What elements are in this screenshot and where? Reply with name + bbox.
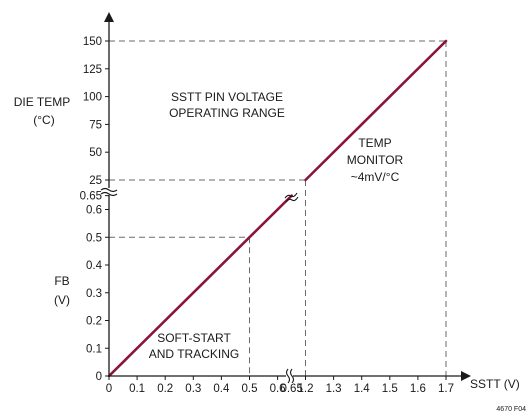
operating-range-line2: OPERATING RANGE bbox=[169, 106, 285, 120]
x-axis-label: SSTT (V) bbox=[470, 377, 520, 391]
x-tick-label: 0.6 bbox=[270, 383, 286, 395]
y-label-lower-line2: (V) bbox=[54, 293, 70, 307]
x-tick-label: 0.4 bbox=[213, 383, 230, 395]
soft-start-line2: AND TRACKING bbox=[149, 347, 239, 361]
x-tick-label: 0.1 bbox=[129, 383, 145, 395]
y-tick-label: 150 bbox=[83, 36, 102, 48]
y-axis-break bbox=[100, 187, 118, 197]
temp-monitor-line3: ~4mV/°C bbox=[351, 170, 400, 184]
x-tick-label: 0.3 bbox=[185, 383, 201, 395]
y-tick-label: 100 bbox=[83, 92, 102, 104]
soft-start-line1: SOFT-START bbox=[157, 331, 231, 345]
series-group bbox=[107, 39, 448, 378]
y-tick-label: 0.1 bbox=[86, 343, 102, 355]
y-label-lower-line1: FB bbox=[54, 274, 69, 288]
x-tick-label: 0.65 bbox=[280, 383, 302, 395]
series-line-segment bbox=[107, 194, 293, 378]
x-ticks: 0 0.1 0.2 0.3 0.4 0.5 0.60.651.2 1.3 1.4 1.5 1.6 1.… bbox=[106, 376, 454, 395]
temp-monitor-line1: TEMP bbox=[358, 136, 391, 150]
x-tick-label: 1.3 bbox=[326, 383, 342, 395]
y-tick-label: 25 bbox=[89, 175, 102, 187]
x-tick-label: 1.4 bbox=[354, 383, 371, 395]
y-tick-label: 0.4 bbox=[86, 260, 103, 272]
y-tick-label: 0.2 bbox=[86, 316, 102, 328]
y-tick-label: 0 bbox=[96, 371, 102, 383]
temp-monitor-line2: MONITOR bbox=[347, 153, 404, 167]
operating-range-line1: SSTT PIN VOLTAGE bbox=[171, 90, 283, 104]
y-tick-label: 75 bbox=[89, 119, 102, 131]
y-tick-label: 50 bbox=[89, 147, 102, 159]
x-tick-label: 0.5 bbox=[242, 383, 258, 395]
y-tick-label: 0.3 bbox=[86, 288, 102, 300]
y-ticks: 0 0.1 0.2 0.3 0.4 0.5 0.6 0.65 25 50 75 100 125 150 bbox=[80, 36, 109, 383]
x-tick-label: 1.2 bbox=[298, 383, 314, 395]
x-tick-label: 1.7 bbox=[438, 383, 454, 395]
y-tick-label: 0.6 bbox=[86, 205, 102, 217]
x-tick-label: 0.2 bbox=[157, 383, 173, 395]
y-axis-arrow bbox=[104, 12, 114, 22]
y-tick-label: 0.65 bbox=[80, 191, 102, 203]
y-label-upper-line2: (°C) bbox=[33, 113, 54, 127]
line-break bbox=[284, 192, 299, 203]
y-tick-label: 125 bbox=[83, 64, 102, 76]
x-axis-arrow bbox=[461, 371, 471, 381]
x-tick-label: 0 bbox=[106, 383, 112, 395]
reference-lines bbox=[109, 40, 447, 376]
y-tick-label: 0.5 bbox=[86, 232, 102, 244]
figure-code: 4670 F04 bbox=[496, 406, 526, 413]
y-label-upper-line1: DIE TEMP bbox=[14, 95, 70, 109]
series-line-segment bbox=[304, 39, 448, 182]
x-tick-label: 1.5 bbox=[382, 383, 398, 395]
x-axis-break bbox=[285, 368, 295, 384]
x-tick-label: 1.6 bbox=[410, 383, 426, 395]
